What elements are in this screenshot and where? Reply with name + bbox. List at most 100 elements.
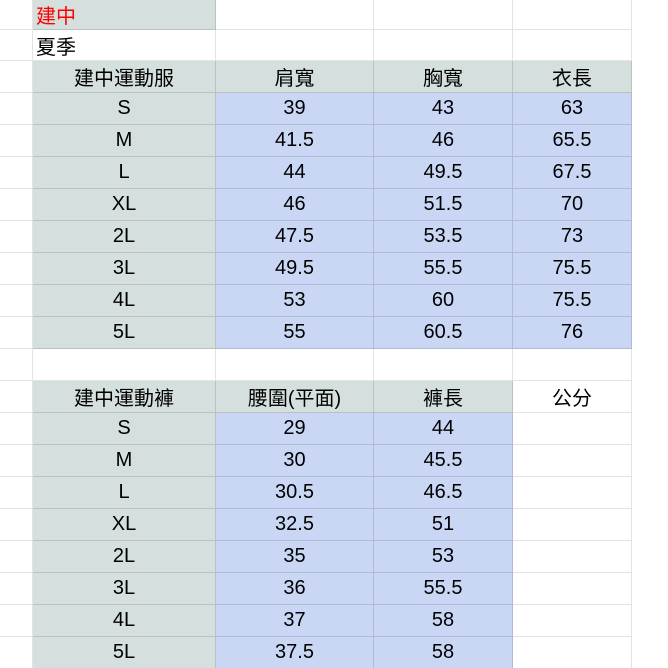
value-cell[interactable]: 51.5 bbox=[374, 189, 513, 221]
size-cell[interactable]: 3L bbox=[33, 573, 216, 605]
cell-empty[interactable] bbox=[513, 0, 632, 30]
value-cell[interactable]: 55.5 bbox=[374, 573, 513, 605]
value-cell[interactable]: 49.5 bbox=[216, 253, 374, 285]
cell-empty[interactable] bbox=[374, 30, 513, 61]
cell-empty[interactable] bbox=[0, 413, 33, 445]
cell-empty[interactable] bbox=[0, 0, 33, 30]
value-cell[interactable]: 60.5 bbox=[374, 317, 513, 349]
cell-empty[interactable] bbox=[0, 125, 33, 157]
cell-unit-label[interactable]: 公分 bbox=[513, 381, 632, 413]
cell-empty[interactable] bbox=[0, 445, 33, 477]
cell-table1-title[interactable]: 建中運動服 bbox=[33, 61, 216, 93]
value-cell[interactable]: 36 bbox=[216, 573, 374, 605]
cell-empty[interactable] bbox=[0, 253, 33, 285]
value-cell[interactable]: 46 bbox=[374, 125, 513, 157]
size-cell[interactable]: 3L bbox=[33, 253, 216, 285]
cell-col-header-waist[interactable]: 腰圍(平面) bbox=[216, 381, 374, 413]
cell-empty[interactable] bbox=[0, 541, 33, 573]
value-cell[interactable]: 75.5 bbox=[513, 253, 632, 285]
cell-empty[interactable] bbox=[0, 189, 33, 221]
value-cell[interactable]: 53.5 bbox=[374, 221, 513, 253]
cell-empty[interactable] bbox=[513, 509, 632, 541]
cell-empty[interactable] bbox=[216, 349, 374, 381]
cell-empty[interactable] bbox=[0, 30, 33, 61]
size-cell[interactable]: S bbox=[33, 413, 216, 445]
value-cell[interactable]: 55 bbox=[216, 317, 374, 349]
value-cell[interactable]: 29 bbox=[216, 413, 374, 445]
value-cell[interactable]: 70 bbox=[513, 189, 632, 221]
cell-empty[interactable] bbox=[0, 509, 33, 541]
cell-empty[interactable] bbox=[0, 605, 33, 637]
value-cell[interactable]: 47.5 bbox=[216, 221, 374, 253]
cell-col-header-pant-length[interactable]: 褲長 bbox=[374, 381, 513, 413]
value-cell[interactable]: 51 bbox=[374, 509, 513, 541]
size-cell[interactable]: M bbox=[33, 125, 216, 157]
cell-empty[interactable] bbox=[513, 445, 632, 477]
value-cell[interactable]: 58 bbox=[374, 637, 513, 668]
cell-empty[interactable] bbox=[0, 61, 33, 93]
value-cell[interactable]: 75.5 bbox=[513, 285, 632, 317]
value-cell[interactable]: 73 bbox=[513, 221, 632, 253]
cell-season[interactable]: 夏季 bbox=[33, 30, 216, 61]
cell-empty[interactable] bbox=[374, 0, 513, 30]
value-cell[interactable]: 32.5 bbox=[216, 509, 374, 541]
value-cell[interactable]: 45.5 bbox=[374, 445, 513, 477]
cell-empty[interactable] bbox=[513, 605, 632, 637]
cell-empty[interactable] bbox=[374, 349, 513, 381]
cell-empty[interactable] bbox=[513, 573, 632, 605]
cell-empty[interactable] bbox=[0, 381, 33, 413]
cell-empty[interactable] bbox=[33, 349, 216, 381]
value-cell[interactable]: 43 bbox=[374, 93, 513, 125]
size-cell[interactable]: 5L bbox=[33, 637, 216, 668]
value-cell[interactable]: 67.5 bbox=[513, 157, 632, 189]
value-cell[interactable]: 30 bbox=[216, 445, 374, 477]
size-cell[interactable]: XL bbox=[33, 189, 216, 221]
cell-empty[interactable] bbox=[0, 93, 33, 125]
cell-empty[interactable] bbox=[0, 157, 33, 189]
cell-empty[interactable] bbox=[513, 413, 632, 445]
cell-empty[interactable] bbox=[216, 30, 374, 61]
cell-empty[interactable] bbox=[0, 285, 33, 317]
cell-table2-title[interactable]: 建中運動褲 bbox=[33, 381, 216, 413]
cell-empty[interactable] bbox=[513, 477, 632, 509]
value-cell[interactable]: 41.5 bbox=[216, 125, 374, 157]
value-cell[interactable]: 53 bbox=[216, 285, 374, 317]
size-cell[interactable]: L bbox=[33, 157, 216, 189]
size-cell[interactable]: S bbox=[33, 93, 216, 125]
value-cell[interactable]: 39 bbox=[216, 93, 374, 125]
value-cell[interactable]: 76 bbox=[513, 317, 632, 349]
value-cell[interactable]: 60 bbox=[374, 285, 513, 317]
cell-col-header-chest[interactable]: 胸寬 bbox=[374, 61, 513, 93]
value-cell[interactable]: 55.5 bbox=[374, 253, 513, 285]
value-cell[interactable]: 30.5 bbox=[216, 477, 374, 509]
value-cell[interactable]: 49.5 bbox=[374, 157, 513, 189]
value-cell[interactable]: 58 bbox=[374, 605, 513, 637]
value-cell[interactable]: 46 bbox=[216, 189, 374, 221]
size-cell[interactable]: L bbox=[33, 477, 216, 509]
size-cell[interactable]: 4L bbox=[33, 605, 216, 637]
size-cell[interactable]: 4L bbox=[33, 285, 216, 317]
size-cell[interactable]: XL bbox=[33, 509, 216, 541]
size-cell[interactable]: M bbox=[33, 445, 216, 477]
cell-empty[interactable] bbox=[513, 349, 632, 381]
value-cell[interactable]: 65.5 bbox=[513, 125, 632, 157]
cell-empty[interactable] bbox=[0, 573, 33, 605]
cell-empty[interactable] bbox=[0, 317, 33, 349]
cell-empty[interactable] bbox=[513, 541, 632, 573]
cell-empty[interactable] bbox=[513, 637, 632, 668]
cell-empty[interactable] bbox=[216, 0, 374, 30]
value-cell[interactable]: 37 bbox=[216, 605, 374, 637]
value-cell[interactable]: 53 bbox=[374, 541, 513, 573]
value-cell[interactable]: 37.5 bbox=[216, 637, 374, 668]
cell-col-header-length[interactable]: 衣長 bbox=[513, 61, 632, 93]
cell-empty[interactable] bbox=[0, 637, 33, 668]
value-cell[interactable]: 35 bbox=[216, 541, 374, 573]
size-cell[interactable]: 2L bbox=[33, 541, 216, 573]
value-cell[interactable]: 63 bbox=[513, 93, 632, 125]
value-cell[interactable]: 46.5 bbox=[374, 477, 513, 509]
size-cell[interactable]: 5L bbox=[33, 317, 216, 349]
cell-empty[interactable] bbox=[513, 30, 632, 61]
cell-school-title[interactable]: 建中 bbox=[33, 0, 216, 30]
size-cell[interactable]: 2L bbox=[33, 221, 216, 253]
cell-empty[interactable] bbox=[0, 349, 33, 381]
